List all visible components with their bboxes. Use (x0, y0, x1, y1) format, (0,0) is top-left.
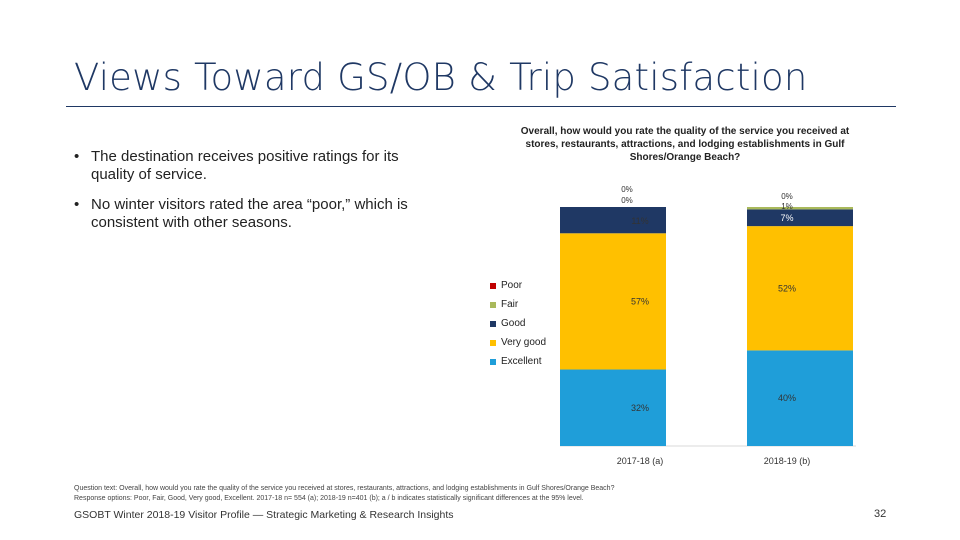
legend-item: Poor (490, 276, 546, 295)
bullet-glyph: • (74, 148, 80, 165)
bullet-text: The destination receives positive rating… (91, 148, 399, 183)
footer-source: GSOBT Winter 2018-19 Visitor Profile — S… (74, 509, 454, 521)
bullet-list: • The destination receives positive rati… (74, 148, 434, 244)
footnote-responses: Response options: Poor, Fair, Good, Very… (74, 495, 584, 502)
data-label: 52% (778, 283, 796, 293)
bar-good (560, 207, 666, 234)
bar-excellent (560, 369, 666, 446)
bullet-item: • No winter visitors rated the area “poo… (74, 196, 434, 232)
legend-label: Fair (501, 299, 519, 310)
chart-title: Overall, how would you rate the quality … (520, 126, 850, 163)
legend-swatch (490, 301, 496, 308)
data-label: 32% (631, 403, 649, 413)
x-tick-label: 2018-19 (b) (764, 456, 811, 466)
legend-swatch (490, 320, 496, 327)
data-label: 0% (781, 192, 793, 201)
legend-swatch (490, 358, 496, 365)
legend-label: Very good (501, 337, 547, 348)
bar-good (747, 209, 853, 227)
chart-legend: Poor Fair Good Very good Excellent (490, 276, 546, 371)
data-label: 11% (631, 216, 648, 226)
data-label: 40% (778, 393, 796, 403)
data-label: 7% (780, 213, 793, 223)
slide-title: Views Toward GS/OB & Trip Satisfaction (74, 56, 808, 99)
data-label: 57% (631, 296, 649, 306)
bullet-glyph: • (74, 196, 80, 213)
legend-label: Excellent (501, 356, 542, 367)
data-label: 1% (781, 202, 793, 211)
title-divider (66, 106, 896, 107)
bar-excellent (747, 350, 853, 446)
x-tick-label: 2017-18 (a) (617, 456, 664, 466)
footnote: Question text: Overall, how would you ra… (74, 484, 874, 504)
legend-swatch (490, 282, 496, 289)
bullet-item: • The destination receives positive rati… (74, 148, 434, 184)
data-label: 0% (621, 196, 633, 205)
page-number: 32 (874, 508, 887, 520)
legend-item: Excellent (490, 352, 546, 371)
legend-label: Poor (501, 280, 523, 291)
legend-item: Fair (490, 295, 546, 314)
legend-item: Good (490, 314, 546, 333)
legend-item: Very good (490, 333, 546, 352)
footnote-question: Question text: Overall, how would you ra… (74, 485, 615, 492)
legend-label: Good (501, 318, 526, 329)
data-label: 0% (621, 185, 633, 194)
bar-fair (747, 207, 853, 210)
legend-swatch (490, 339, 496, 346)
bullet-text: No winter visitors rated the area “poor,… (91, 196, 408, 231)
bar-very-good (560, 233, 666, 370)
bar-very-good (747, 226, 853, 351)
